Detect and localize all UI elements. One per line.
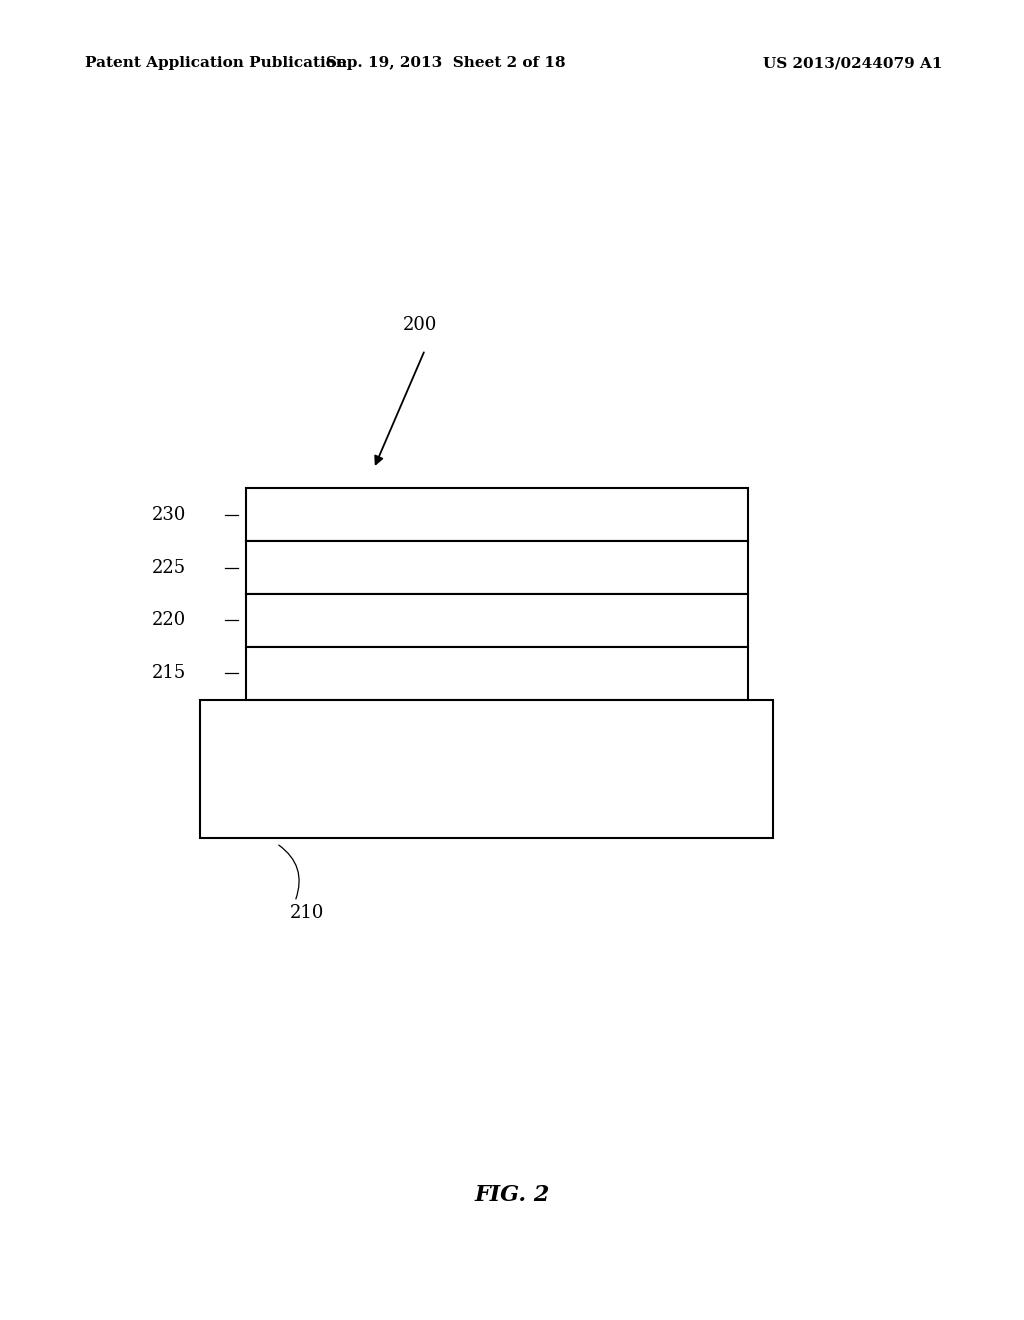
Text: 230: 230 [152,506,186,524]
Text: FIG. 2: FIG. 2 [474,1184,550,1205]
Text: 225: 225 [153,558,186,577]
Bar [246,488,748,541]
Text: US 2013/0244079 A1: US 2013/0244079 A1 [763,57,942,70]
Bar [246,594,748,647]
Text: 220: 220 [153,611,186,630]
Bar [246,541,748,594]
Bar [246,647,748,700]
Text: Sep. 19, 2013  Sheet 2 of 18: Sep. 19, 2013 Sheet 2 of 18 [326,57,565,70]
Text: Patent Application Publication: Patent Application Publication [85,57,347,70]
Text: 200: 200 [402,315,437,334]
Bar [200,700,773,838]
Text: 215: 215 [153,664,186,682]
Text: 210: 210 [290,904,325,923]
